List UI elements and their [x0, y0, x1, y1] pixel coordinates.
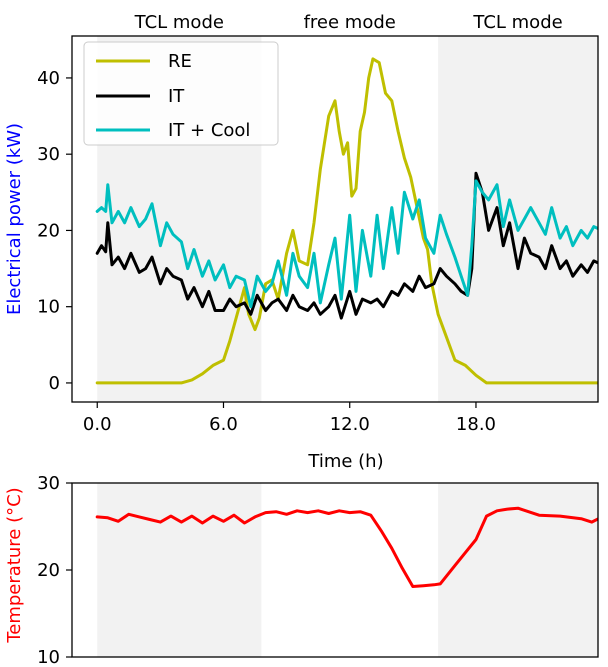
x-axis-title: Time (h) — [307, 451, 383, 472]
legend: RE IT IT + Cool — [83, 41, 279, 146]
x-tick-label: 0.0 — [83, 414, 112, 435]
y-tick-label: 30 — [37, 144, 60, 165]
y-tick-label: 40 — [37, 68, 60, 89]
mode-shade-region-0 — [97, 483, 262, 657]
y-tick-label: 20 — [37, 220, 60, 241]
legend-frame — [83, 41, 279, 146]
series-line-re — [95, 57, 598, 385]
y-tick-label: 10 — [37, 647, 60, 667]
power-panel: TCL mode free mode TCL mode 0 10 20 30 40 0.0 6… — [4, 12, 599, 472]
power-x-ticks: 0.0 6.0 12.0 18.0 — [83, 402, 496, 435]
legend-label-it-cool: IT + Cool — [168, 120, 250, 141]
y-tick-label: 20 — [37, 560, 60, 581]
legend-label-re: RE — [168, 51, 192, 72]
power-y-axis-title: Electrical power (kW) — [4, 123, 25, 315]
y-tick-label: 0 — [49, 373, 60, 394]
series-line-p1-0 — [95, 506, 598, 588]
mode-shade-region-1 — [438, 36, 598, 402]
temperature-y-axis-title: Temperature (°C) — [4, 487, 25, 643]
x-tick-label: 12.0 — [330, 414, 370, 435]
mode-label-0: TCL mode — [134, 12, 224, 33]
y-tick-label: 30 — [37, 473, 60, 494]
y-tick-label: 10 — [37, 297, 60, 318]
series-line-it-cool — [95, 179, 598, 309]
x-tick-label: 18.0 — [456, 414, 496, 435]
power-series-lines — [95, 57, 598, 385]
mode-labels: TCL mode free mode TCL mode — [134, 12, 563, 33]
mode-shade-region-1 — [438, 483, 598, 657]
temperature-panel: 10 20 30 Temperature (°C) — [4, 473, 599, 667]
power-y-ticks: 0 10 20 30 40 — [37, 68, 72, 394]
mode-label-1: free mode — [304, 12, 396, 33]
series-line-it — [95, 171, 598, 320]
mode-label-2: TCL mode — [472, 12, 562, 33]
temperature-y-ticks: 10 20 30 — [37, 473, 72, 667]
temperature-series-lines — [95, 506, 598, 588]
power-axes-frame — [71, 35, 599, 403]
temperature-mode-shading — [97, 483, 598, 657]
x-tick-label: 6.0 — [209, 414, 238, 435]
legend-label-it: IT — [168, 86, 185, 107]
